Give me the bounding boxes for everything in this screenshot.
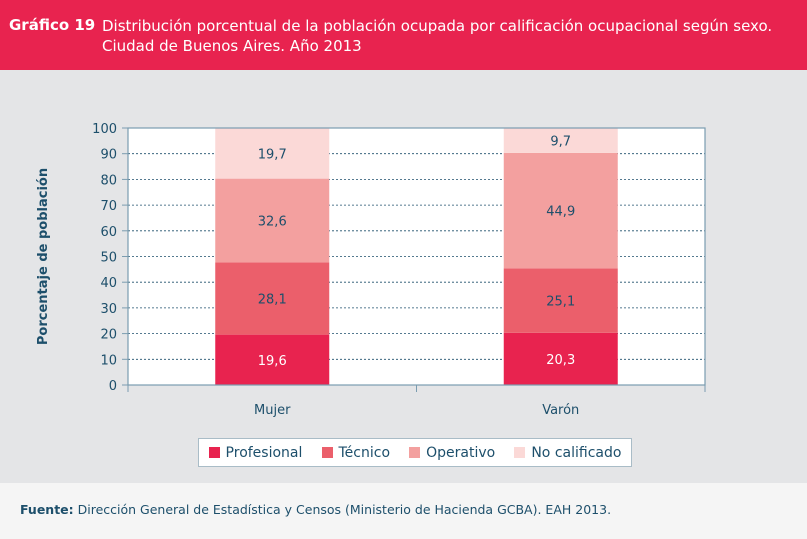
y-axis-label: Porcentaje de población (36, 168, 51, 345)
data-label: 44,9 (546, 205, 575, 220)
source-label: Fuente: (20, 502, 74, 517)
legend-swatch (208, 447, 220, 458)
subtitle-line: Ciudad de Buenos Aires. Año 2013 (102, 37, 362, 55)
y-tick-label: 100 (92, 122, 117, 137)
y-tick-label: 60 (100, 225, 117, 240)
bar-segment (215, 262, 330, 335)
legend-swatch (321, 447, 333, 458)
data-label: 28,1 (258, 293, 287, 308)
title-line: Distribución porcentual de la población … (102, 17, 773, 35)
legend-label: Profesional (225, 444, 303, 461)
data-label: 20,3 (546, 353, 575, 368)
y-tick-label: 70 (100, 199, 117, 214)
data-label: 25,1 (546, 295, 575, 310)
legend-label: Operativo (426, 444, 496, 461)
y-tick-label: 0 (109, 379, 117, 394)
x-tick-label: Varón (542, 403, 579, 418)
stacked-bar-chart: 0 10 20 30 40 50 60 70 80 90 100 19,6 28,1 32,6 19,7 Mu… (36, 122, 706, 418)
y-tick-label: 80 (100, 173, 117, 188)
legend-swatch (409, 447, 421, 458)
chart-title: Distribución porcentual de la población … (102, 16, 802, 56)
figure-label: Gráfico 19 (9, 16, 96, 34)
y-tick-label: 20 (100, 328, 117, 343)
y-tick-label: 40 (100, 276, 117, 291)
legend-label: No calificado (531, 444, 622, 461)
bar-segment (215, 334, 330, 385)
legend-swatch (514, 447, 526, 458)
footer: Fuente: Dirección General de Estadística… (0, 483, 807, 539)
legend: Profesional Técnico Operativo No calificado (198, 438, 632, 467)
data-label: 32,6 (258, 215, 287, 230)
bar-segment (503, 128, 618, 153)
bar-segment (503, 332, 618, 385)
chart-header: Gráfico 19 Distribución porcentual de la… (0, 0, 807, 70)
y-tick-label: 30 (100, 302, 117, 317)
y-tick-label: 50 (100, 251, 117, 266)
bar-segment (215, 178, 330, 263)
legend-item: Profesional (208, 444, 303, 461)
y-tick-label: 90 (100, 148, 117, 163)
data-label: 19,6 (258, 354, 287, 369)
legend-label: Técnico (338, 444, 391, 461)
bar-segment (503, 268, 618, 333)
data-label: 9,7 (550, 134, 571, 149)
data-label: 19,7 (258, 147, 287, 162)
bar-segment (503, 152, 618, 269)
x-tick-label: Mujer (254, 403, 291, 418)
legend-item: No calificado (514, 445, 621, 461)
legend-item: Operativo (409, 445, 495, 461)
bar-segment (215, 128, 330, 179)
legend-item: Técnico (321, 444, 391, 461)
source-text: Dirección General de Estadística y Censo… (77, 502, 612, 517)
y-tick-label: 10 (100, 353, 117, 368)
